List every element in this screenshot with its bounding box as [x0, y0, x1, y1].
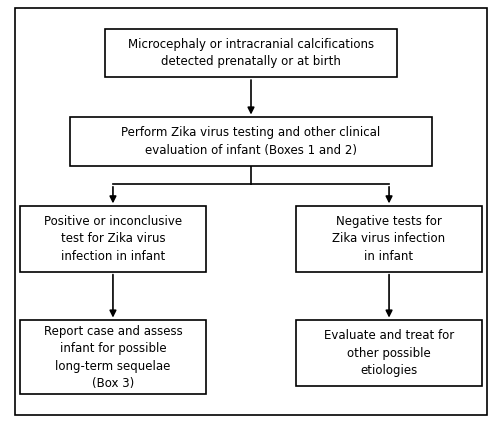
- Text: Report case and assess
infant for possible
long-term sequelae
(Box 3): Report case and assess infant for possib…: [44, 325, 182, 390]
- Bar: [70, 118, 431, 166]
- Text: Perform Zika virus testing and other clinical
evaluation of infant (Boxes 1 and : Perform Zika virus testing and other cli…: [121, 126, 380, 157]
- Bar: [20, 206, 205, 272]
- Bar: [105, 29, 396, 77]
- Text: Negative tests for
Zika virus infection
in infant: Negative tests for Zika virus infection …: [332, 215, 445, 263]
- Bar: [20, 321, 205, 394]
- Bar: [296, 206, 481, 272]
- Text: Positive or inconclusive
test for Zika virus
infection in infant: Positive or inconclusive test for Zika v…: [44, 215, 182, 263]
- Bar: [296, 321, 481, 386]
- Text: Evaluate and treat for
other possible
etiologies: Evaluate and treat for other possible et…: [323, 329, 453, 377]
- Text: Microcephaly or intracranial calcifications
detected prenatally or at birth: Microcephaly or intracranial calcificati…: [128, 38, 373, 68]
